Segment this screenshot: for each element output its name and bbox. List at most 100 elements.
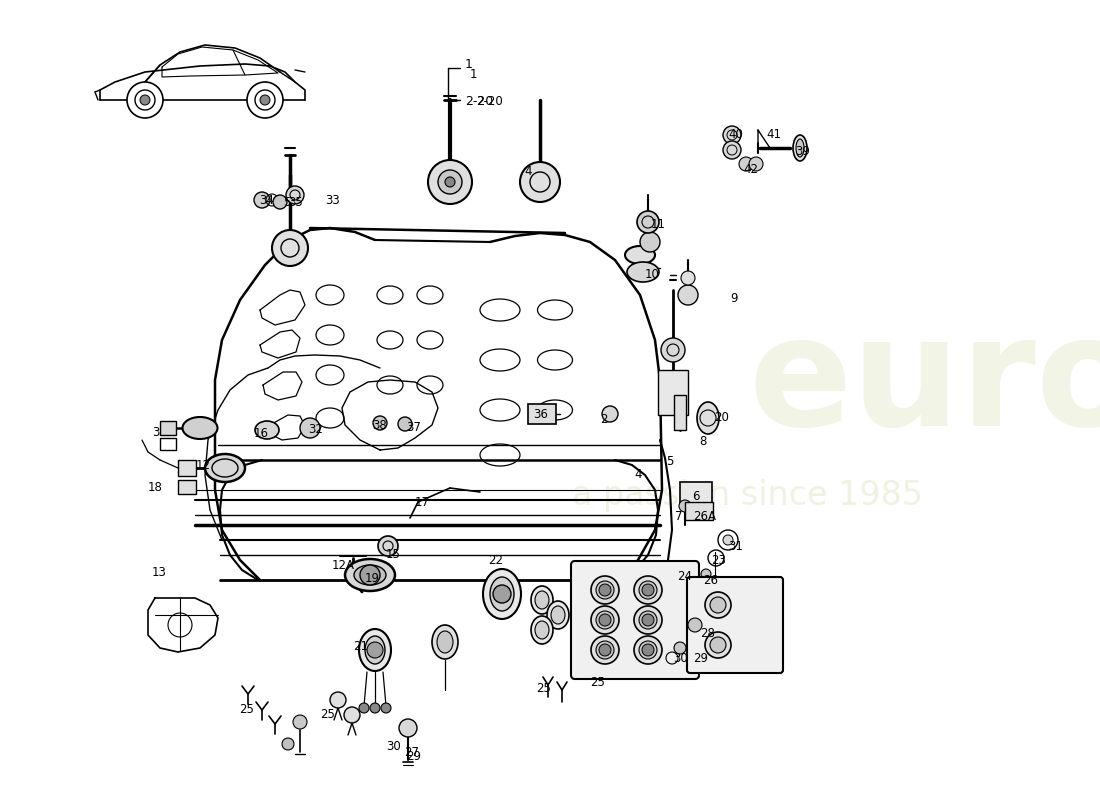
Circle shape [381, 703, 390, 713]
Text: 33: 33 [324, 194, 340, 207]
Ellipse shape [634, 606, 662, 634]
Text: 12A: 12A [332, 559, 355, 572]
Circle shape [126, 82, 163, 118]
Circle shape [688, 618, 702, 632]
Ellipse shape [596, 641, 614, 659]
Text: 25: 25 [590, 676, 605, 689]
Circle shape [282, 738, 294, 750]
Ellipse shape [793, 135, 807, 161]
Circle shape [520, 162, 560, 202]
Circle shape [359, 703, 369, 713]
Ellipse shape [634, 636, 662, 664]
Ellipse shape [710, 597, 726, 613]
Text: 5: 5 [283, 196, 290, 209]
Circle shape [678, 285, 698, 305]
Circle shape [300, 418, 320, 438]
Circle shape [640, 232, 660, 252]
Ellipse shape [535, 591, 549, 609]
Circle shape [701, 569, 711, 579]
Text: 36: 36 [534, 408, 548, 421]
Ellipse shape [591, 606, 619, 634]
Ellipse shape [596, 581, 614, 599]
Text: 20: 20 [714, 411, 729, 424]
Circle shape [749, 157, 763, 171]
Ellipse shape [634, 576, 662, 604]
Circle shape [493, 585, 512, 603]
Ellipse shape [625, 246, 654, 264]
Circle shape [723, 535, 733, 545]
Circle shape [674, 642, 686, 654]
Text: 4: 4 [524, 165, 531, 178]
Bar [674, 395, 686, 430]
Circle shape [438, 170, 462, 194]
Text: 11: 11 [651, 218, 666, 231]
Ellipse shape [345, 559, 395, 591]
Text: 3: 3 [152, 426, 160, 439]
Circle shape [681, 271, 695, 285]
Text: 18: 18 [148, 481, 163, 494]
Text: 8: 8 [698, 435, 706, 448]
Text: 28: 28 [700, 627, 715, 640]
Text: 24: 24 [676, 570, 692, 583]
Text: 34: 34 [258, 194, 274, 207]
Ellipse shape [591, 576, 619, 604]
Ellipse shape [627, 262, 659, 282]
Text: 2: 2 [600, 413, 607, 426]
Text: 7: 7 [675, 510, 682, 523]
Circle shape [344, 707, 360, 723]
Circle shape [140, 95, 150, 105]
Text: 25: 25 [536, 682, 551, 695]
Circle shape [723, 126, 741, 144]
Circle shape [398, 417, 412, 431]
Circle shape [428, 160, 472, 204]
Bar [160, 438, 176, 450]
Ellipse shape [255, 421, 279, 439]
Circle shape [273, 195, 287, 209]
Ellipse shape [432, 625, 458, 659]
Circle shape [286, 186, 304, 204]
Ellipse shape [796, 139, 804, 157]
Ellipse shape [639, 581, 657, 599]
Text: europ: europ [748, 310, 1100, 458]
Ellipse shape [547, 601, 569, 629]
Circle shape [661, 338, 685, 362]
Circle shape [293, 715, 307, 729]
Text: 26A: 26A [693, 510, 716, 523]
Text: 23: 23 [711, 554, 726, 567]
Text: 17: 17 [415, 496, 430, 509]
Text: 39: 39 [795, 145, 810, 158]
Text: 27: 27 [404, 746, 419, 759]
Text: 31: 31 [728, 540, 743, 553]
Circle shape [679, 500, 691, 512]
Text: 13: 13 [152, 566, 167, 579]
Text: 25: 25 [320, 708, 334, 721]
Ellipse shape [531, 616, 553, 644]
Ellipse shape [490, 577, 514, 611]
Circle shape [360, 565, 379, 585]
Ellipse shape [705, 632, 732, 658]
Text: 40: 40 [728, 128, 743, 141]
Ellipse shape [551, 606, 565, 624]
Circle shape [260, 95, 270, 105]
Text: 6: 6 [692, 490, 700, 503]
Bar [680, 482, 712, 504]
Text: 9: 9 [730, 292, 737, 305]
Ellipse shape [359, 629, 390, 671]
Circle shape [637, 211, 659, 233]
Text: 26: 26 [703, 574, 718, 587]
Circle shape [676, 568, 684, 576]
Text: 25: 25 [239, 703, 254, 716]
Text: 5: 5 [666, 455, 673, 468]
Text: 12: 12 [196, 459, 211, 472]
Circle shape [370, 703, 379, 713]
Circle shape [367, 642, 383, 658]
Text: 30: 30 [673, 652, 688, 665]
Text: 29: 29 [406, 750, 421, 763]
Text: 1: 1 [470, 68, 477, 81]
Ellipse shape [639, 611, 657, 629]
Ellipse shape [697, 402, 719, 434]
Text: 35: 35 [288, 196, 302, 209]
Bar [658, 370, 688, 415]
Text: 2-20: 2-20 [465, 95, 493, 108]
Text: 38: 38 [372, 419, 387, 432]
